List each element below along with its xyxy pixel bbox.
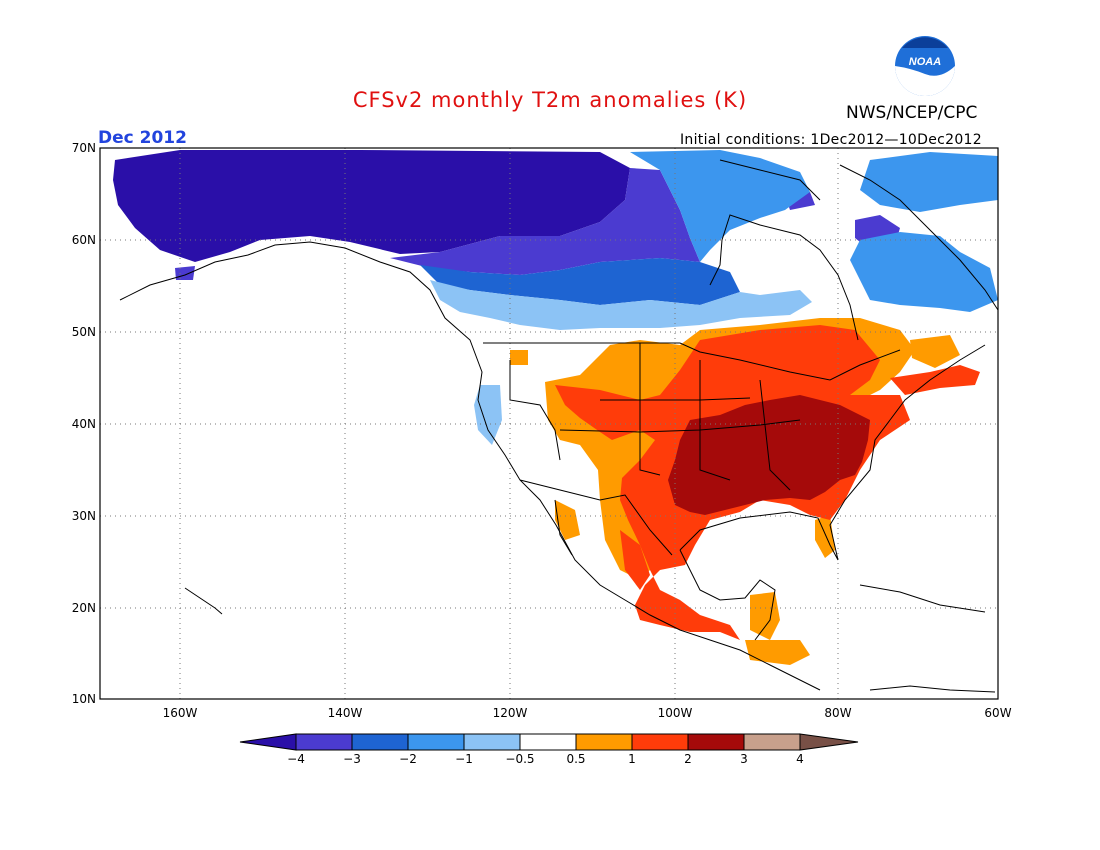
colorbar-label: 2 (684, 752, 692, 766)
lat-label: 70N (71, 141, 96, 155)
anomaly-region-minus1 (430, 280, 812, 330)
colorbar-swatch (463, 733, 521, 751)
colorbar-swatch (519, 733, 577, 751)
colorbar-label: −3 (343, 752, 361, 766)
colorbar-swatch (295, 733, 353, 751)
valid-month: Dec 2012 (98, 128, 187, 148)
colorbar-swatch (407, 733, 465, 751)
lat-label: 50N (71, 325, 96, 339)
lon-label: 140W (327, 706, 363, 720)
lon-label: 60W (984, 706, 1012, 720)
colorbar-label: 4 (796, 752, 804, 766)
colorbar-high-arrow (799, 733, 859, 751)
lon-label: 100W (657, 706, 693, 720)
colorbar-low-arrow (239, 733, 297, 751)
colorbar-label: 3 (740, 752, 748, 766)
colorbar-swatch (575, 733, 633, 751)
anomaly-region-plus2 (668, 395, 870, 515)
lat-label: 40N (71, 417, 96, 431)
colorbar-swatch (687, 733, 745, 751)
agency-label: NWS/NCEP/CPC (846, 103, 978, 123)
map-title: CFSv2 monthly T2m anomalies (K) (352, 88, 748, 112)
lon-label: 120W (492, 706, 528, 720)
lat-label: 60N (71, 233, 96, 247)
anomaly-region-minus3 (420, 258, 740, 305)
initial-conditions: Initial conditions: 1Dec2012—10Dec2012 (680, 132, 982, 148)
colorbar-label: 0.5 (566, 752, 586, 766)
lon-label: 80W (824, 706, 852, 720)
colorbar-swatch (743, 733, 801, 751)
lon-label: 160W (162, 706, 198, 720)
lat-label: 10N (71, 692, 96, 706)
colorbar (239, 733, 859, 751)
colorbar-label: −0.5 (505, 752, 535, 766)
svg-text:NOAA: NOAA (909, 56, 941, 68)
lat-label: 30N (71, 509, 96, 523)
colorbar-swatch (631, 733, 689, 751)
anomaly-region-below-minus4 (113, 150, 630, 262)
colorbar-label: −2 (399, 752, 417, 766)
colorbar-label: −4 (287, 752, 305, 766)
colorbar-label: 1 (628, 752, 636, 766)
colorbar-swatch (351, 733, 409, 751)
colorbar-label: −1 (455, 752, 473, 766)
lat-label: 20N (71, 601, 96, 615)
anomaly-region-minus4 (390, 168, 700, 275)
